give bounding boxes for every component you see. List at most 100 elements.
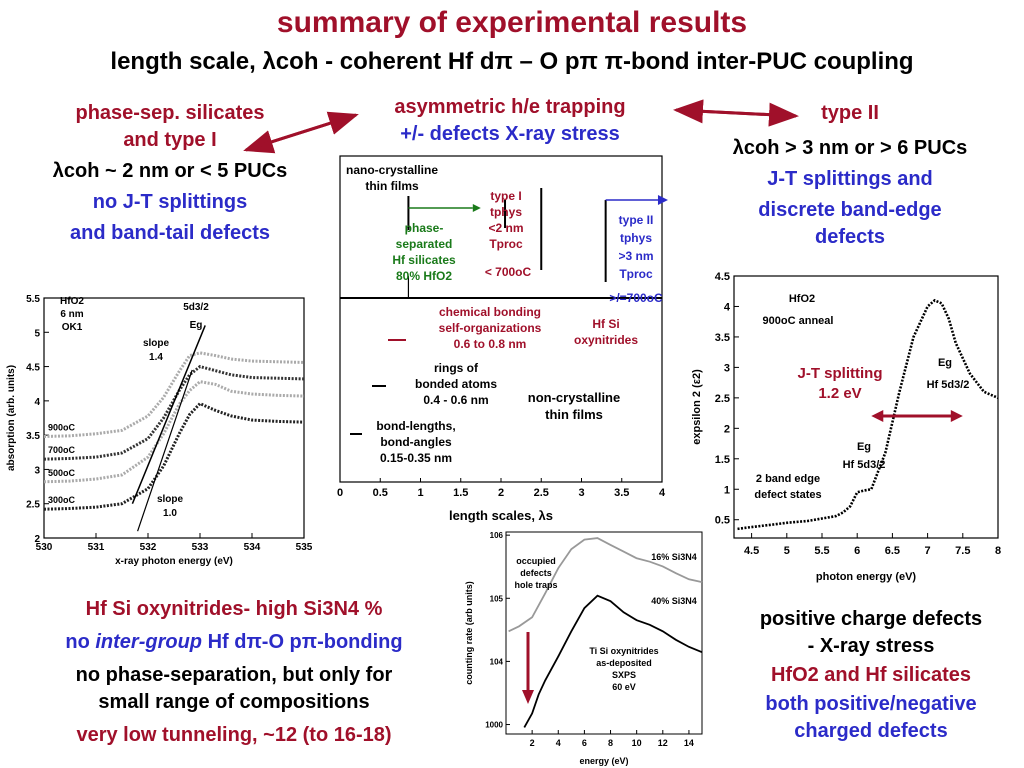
left-text-block: phase-sep. silicates and type I λcoh ~ 2…	[20, 100, 320, 247]
eps-ann-jt-val: 1.2 eV	[818, 385, 861, 402]
eps-xtick-label: 6.5	[885, 545, 900, 557]
right-line-1: type II	[821, 102, 879, 124]
eps-ytick-label: 2.5	[715, 393, 730, 405]
diag-xtick-label: 2	[498, 487, 504, 499]
center-line-2: +/- defects X-ray stress	[400, 123, 620, 145]
bl-line-2: no inter-group Hf dπ-O pπ-bonding	[0, 629, 468, 656]
xas-xtick-label: 532	[140, 542, 157, 553]
diag-phase-1: phase-	[405, 221, 444, 235]
xas-ytick-label: 5.5	[26, 294, 40, 305]
xas-xtick-label: 535	[296, 542, 313, 553]
xps-ann-defects: defects	[520, 568, 552, 578]
xps-ytick-label: 1000	[485, 721, 503, 730]
br-line-1: positive charge defects	[759, 608, 983, 630]
diag-xtick-label: 4	[659, 487, 666, 499]
xas-xtick-label: 534	[244, 542, 261, 553]
eps-ytick-label: 3	[724, 362, 730, 374]
xps-ann-occupied: occupied	[516, 556, 556, 566]
diag-rings-1: rings of	[434, 361, 479, 375]
xas-ann-slope-2: slope	[157, 494, 184, 505]
eps-xtick-label: 8	[995, 545, 1001, 557]
epsilon2-chart: 4.5 5 5.5 6 6.5 7 7.5 8 0.5 1 1.5 2 2.5 3 3.5 4 4.5 photo…	[691, 271, 1001, 583]
diag-frame	[339, 155, 663, 483]
eps-ylabel: expsilon 2 (ε2)	[691, 369, 703, 445]
xas-ann-eg: Eg	[190, 320, 203, 331]
bl-line-5: very low tunneling, ~12 (to 16-18)	[76, 724, 392, 746]
br-line-5: charged defects	[794, 720, 948, 742]
diag-xtick-label: 3	[578, 487, 584, 499]
eps-series-0	[737, 298, 999, 531]
diag-type1-2: tphys	[490, 205, 522, 219]
xps-series-0	[508, 537, 703, 633]
xas-ytick-label: 5	[34, 328, 40, 339]
right-line-4: discrete band-edge	[758, 199, 942, 221]
eps-xtick-label: 6	[854, 545, 860, 557]
br-line-4: both positive/negative	[765, 693, 977, 715]
xas-series-3	[43, 401, 305, 511]
diag-chem-1: chemical bonding	[439, 305, 541, 319]
xps-frame	[505, 531, 703, 735]
diag-type1-5: < 700oC	[485, 265, 532, 279]
eps-xlabel: photon energy (eV)	[816, 571, 917, 583]
eps-ytick-label: 1	[724, 484, 730, 496]
xas-ytick-label: 2	[34, 534, 40, 545]
br-line-2: - X-ray stress	[807, 635, 935, 657]
diag-bond-3: 0.15-0.35 nm	[380, 451, 452, 465]
diag-bond-1: bond-lengths,	[376, 419, 455, 433]
xas-ann-slope-1: slope	[143, 338, 170, 349]
right-line-5: defects	[814, 226, 886, 248]
eps-xtick-label: 7.5	[955, 545, 970, 557]
eps-ann-5d-2: Hf 5d3/2	[843, 459, 886, 471]
xps-series-label-0: 16% Si3N4	[651, 552, 697, 562]
diag-hfsi-2: oxynitrides	[574, 333, 638, 347]
right-text-block: type II λcoh > 3 nm or > 6 PUCs J-T spli…	[690, 100, 1010, 251]
diag-type2-2: tphys	[620, 231, 652, 245]
eps-ann-band-2: defect states	[754, 489, 821, 501]
diag-xtick-label: 1	[417, 487, 423, 499]
xas-xtick-label: 533	[192, 542, 209, 553]
eps-ytick-label: 3.5	[715, 332, 730, 344]
diag-type1-3: <2 nm	[488, 221, 523, 235]
xas-ann-thickness: 6 nm	[60, 309, 83, 320]
diag-xlabel: length scales, λs	[449, 508, 553, 523]
xas-xtick-label: 530	[36, 542, 53, 553]
xps-ytick-label: 105	[490, 594, 504, 603]
bottom-right-text-block: positive charge defects - X-ray stress H…	[718, 606, 1024, 745]
diag-bond-2: bond-angles	[380, 435, 452, 449]
xas-ylabel: absorption (arb. units)	[6, 365, 17, 471]
eps-ann-anneal: 900oC anneal	[763, 315, 834, 327]
diag-xtick-label: 0	[337, 487, 343, 499]
xas-ann-slope-2-val: 1.0	[163, 508, 177, 519]
xps-red-arrowhead	[522, 690, 534, 704]
diag-blue-arrowhead	[657, 195, 668, 205]
center-text-block: asymmetric h/e trapping +/- defects X-ra…	[340, 94, 680, 148]
diag-xtick-label: 2.5	[534, 487, 549, 499]
diag-phase-2: separated	[396, 237, 453, 251]
slide-subtitle: length scale, λcoh - coherent Hf dπ – O …	[110, 48, 914, 75]
diag-rings-2: bonded atoms	[415, 377, 497, 391]
bl-line-2b: inter-group	[95, 631, 203, 653]
xps-ann-asdep: as-deposited	[596, 658, 652, 668]
left-line-1: phase-sep. silicates	[75, 102, 265, 124]
diag-xtick-label: 0.5	[373, 487, 388, 499]
xas-ytick-label: 3.5	[26, 431, 40, 442]
left-line-5: and band-tail defects	[69, 222, 271, 244]
xps-xtick-label: 10	[632, 738, 642, 748]
xps-series-1	[523, 594, 703, 728]
xps-xtick-label: 6	[582, 738, 587, 748]
xps-xtick-label: 14	[684, 738, 694, 748]
xps-ann-energy: 60 eV	[612, 682, 636, 692]
left-line-3: λcoh ~ 2 nm or < 5 PUCs	[52, 160, 288, 182]
bl-line-3: no phase-separation, but only for	[75, 664, 393, 686]
arrow-left-start	[245, 111, 359, 152]
xps-ann-sxps: SXPS	[612, 670, 636, 680]
diag-xtick-label: 3.5	[614, 487, 629, 499]
eps-jt-arrowhead-left	[871, 410, 884, 422]
xps-ann-holes: hole traps	[514, 580, 557, 590]
diag-nano-2: thin films	[365, 179, 419, 193]
xas-xtick-label: 531	[88, 542, 105, 553]
xas-series-1	[43, 364, 305, 461]
xas-ytick-label: 3	[34, 465, 40, 476]
xas-xlabel: x-ray photon energy (eV)	[115, 556, 233, 567]
